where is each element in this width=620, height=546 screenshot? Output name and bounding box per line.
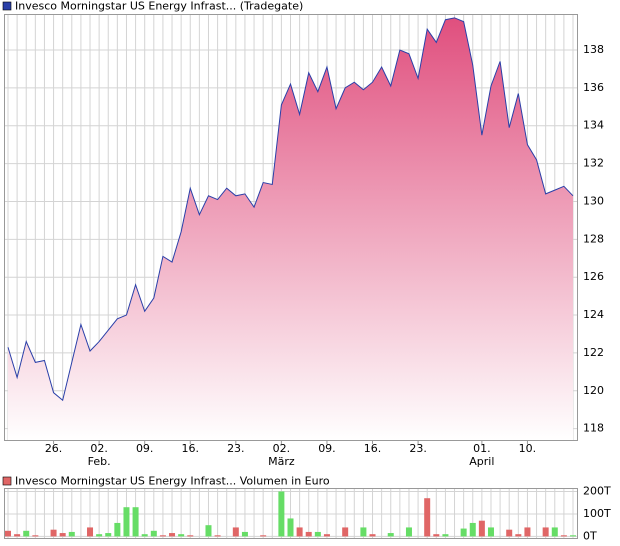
y-tick-label: 122 — [583, 346, 604, 359]
bar — [287, 518, 294, 537]
bar — [32, 535, 39, 537]
y-tick-label: 128 — [583, 232, 604, 245]
bar — [405, 527, 412, 537]
bar — [159, 535, 166, 537]
bar — [296, 527, 303, 537]
bar — [323, 534, 330, 537]
bar — [260, 535, 267, 537]
x-tick-label: 10. — [519, 442, 537, 455]
x-tick-label: 26. — [45, 442, 63, 455]
y-tick-label: 126 — [583, 270, 604, 283]
bar — [14, 534, 21, 537]
line — [7, 17, 574, 402]
bar — [442, 534, 449, 537]
bar — [314, 531, 321, 537]
bar — [169, 533, 176, 537]
bar — [342, 527, 349, 537]
x-tick-label: 16. — [364, 442, 382, 455]
plot-frame — [4, 488, 578, 539]
bar — [515, 534, 522, 537]
bar — [551, 527, 558, 537]
y-tick-label: 136 — [583, 81, 604, 94]
x-tick-label: 09. — [318, 442, 336, 455]
bar — [360, 527, 367, 537]
bar — [68, 531, 75, 537]
y-tick-label: 132 — [583, 157, 604, 170]
bar — [560, 535, 567, 537]
bar — [387, 533, 394, 537]
bar — [187, 535, 194, 537]
bar — [478, 520, 485, 537]
y-tick-label: 100T — [583, 507, 611, 520]
bar — [542, 527, 549, 537]
bar — [506, 529, 513, 537]
bar — [241, 531, 248, 537]
y-tick-label: 200T — [583, 484, 611, 497]
y-tick-label: 130 — [583, 194, 604, 207]
bar — [114, 522, 121, 537]
bar — [96, 534, 103, 537]
bar — [23, 530, 30, 537]
bar — [5, 530, 11, 537]
y-tick-label: 134 — [583, 119, 604, 132]
plot-frame — [4, 14, 578, 441]
x-tick-label: 01. — [473, 442, 491, 455]
x-tick-sublabel: Feb. — [88, 455, 111, 468]
bar — [87, 527, 94, 537]
x-tick-label: 16. — [182, 442, 200, 455]
bar — [232, 527, 239, 537]
bar — [105, 533, 112, 537]
x-tick-label: 23. — [227, 442, 245, 455]
bar — [150, 530, 157, 537]
bar — [178, 534, 185, 537]
bar — [524, 527, 531, 537]
y-tick-label: 138 — [583, 43, 604, 56]
y-tick-label: 118 — [583, 422, 604, 435]
legend-swatch — [2, 476, 12, 486]
bar — [433, 534, 440, 537]
y-tick-label: 124 — [583, 308, 604, 321]
bar — [123, 507, 130, 537]
bar — [214, 535, 221, 537]
bar — [141, 534, 148, 537]
area — [8, 17, 573, 441]
x-tick-sublabel: April — [469, 455, 494, 468]
bar — [460, 528, 467, 537]
bar — [305, 531, 312, 537]
bar — [59, 533, 66, 537]
x-tick-label: 02. — [273, 442, 291, 455]
y-tick-label: 120 — [583, 384, 604, 397]
y-tick-label: 0T — [583, 529, 597, 542]
x-tick-label: 23. — [409, 442, 427, 455]
x-tick-label: 09. — [136, 442, 154, 455]
bar — [205, 525, 212, 537]
legend-label: Invesco Morningstar US Energy Infrast...… — [15, 0, 303, 13]
legend-swatch — [2, 1, 12, 11]
bar — [487, 527, 494, 537]
bar — [570, 535, 576, 537]
bar — [369, 534, 376, 537]
legend-label: Invesco Morningstar US Energy Infrast...… — [15, 475, 330, 488]
x-tick-label: 02. — [90, 442, 108, 455]
bar — [424, 498, 431, 537]
x-tick-sublabel: März — [268, 455, 295, 468]
bar — [50, 529, 57, 537]
bar — [278, 491, 285, 537]
bar — [469, 522, 476, 537]
bar — [132, 507, 139, 537]
